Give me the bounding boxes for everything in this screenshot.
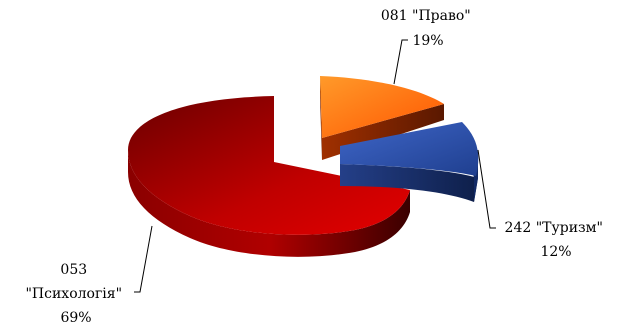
slice-pravo-top [320,76,444,138]
label-psykholohiia-percent: 69% [60,310,91,326]
label-turyzm-percent: 12% [540,244,571,260]
leader-line-turyzm [477,149,496,229]
label-psykholohiia-code: 053 [60,262,87,278]
slice-psykholohiia-top [128,96,410,235]
slice-psykholohiia-side [128,150,410,257]
leader-line-psykholohiia [134,225,153,293]
slice-turyzm-top [340,122,479,176]
slice-pravo-side-left [320,76,322,160]
label-turyzm-name: 242 "Туризм" [505,220,603,236]
label-psykholohiia-name: "Психологія" [25,286,122,302]
slice-turyzm [340,122,479,202]
label-pravo-percent: 19% [412,33,443,49]
slice-turyzm-side-right [462,122,478,202]
label-psykholohiia: 053 "Психологія" 69% [25,262,126,326]
slice-psykholohiia [128,96,410,257]
slice-turyzm-side [340,164,478,202]
label-pravo-name: 081 "Право" [381,8,471,24]
leader-line-pravo [393,39,408,85]
label-turyzm: 242 "Туризм" 12% [505,220,608,260]
label-pravo: 081 "Право" 19% [381,8,475,49]
